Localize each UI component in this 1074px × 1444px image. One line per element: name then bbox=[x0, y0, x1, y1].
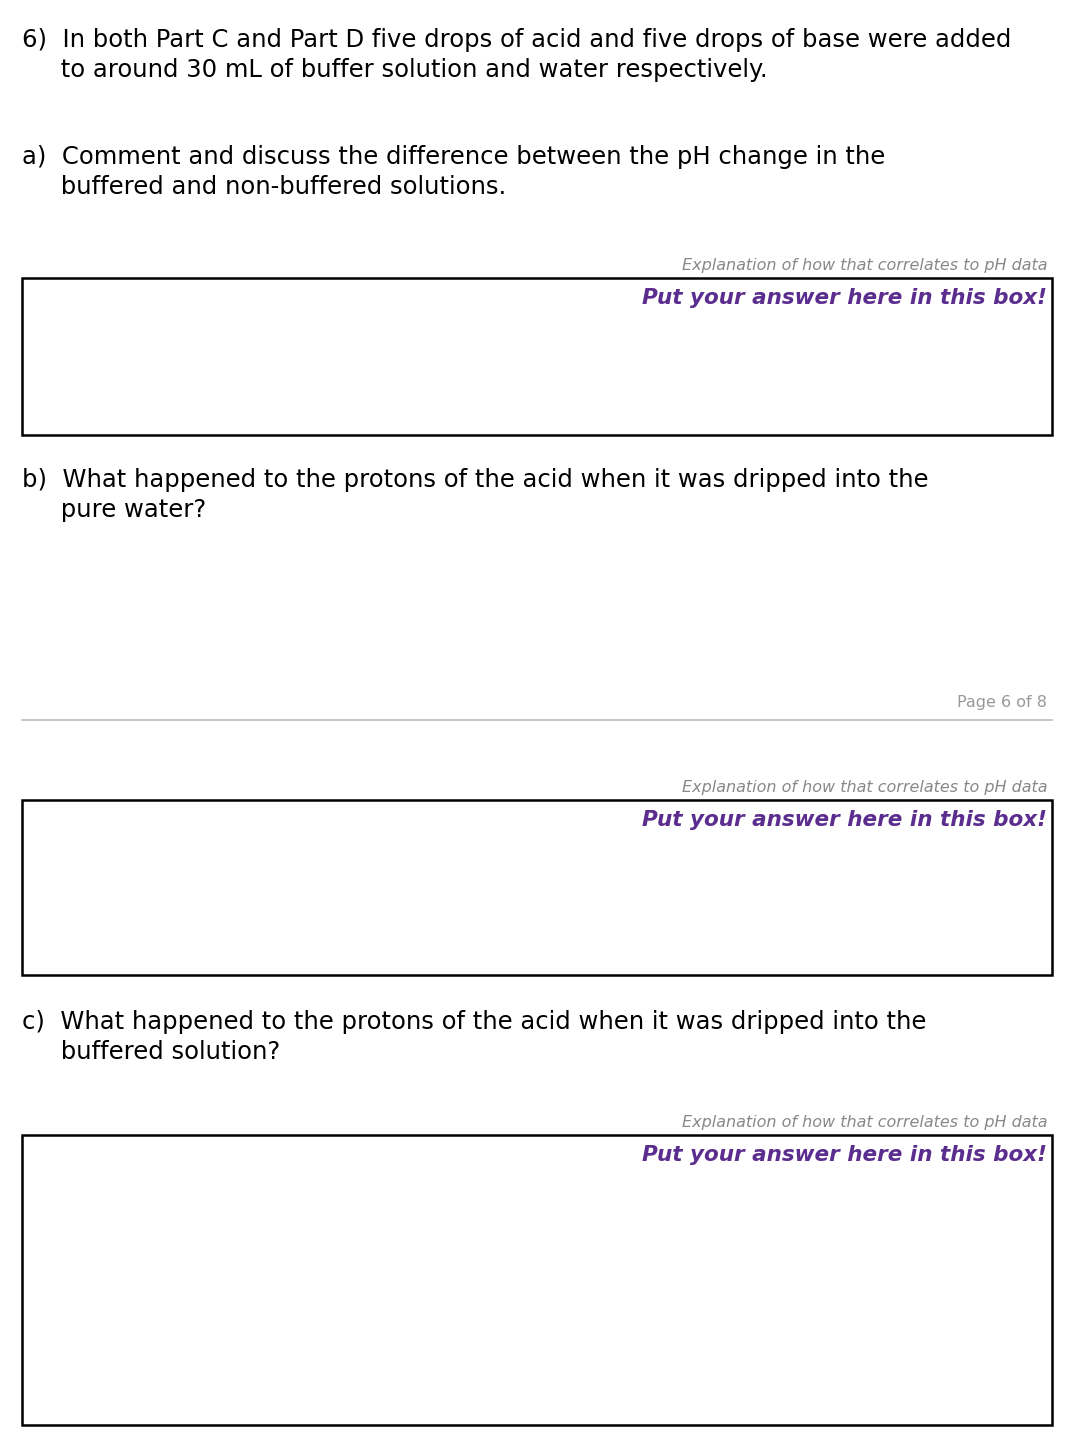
Text: a)  Comment and discuss the difference between the pH change in the: a) Comment and discuss the difference be… bbox=[21, 144, 885, 169]
Text: 6)  In both Part C and Part D five drops of acid and five drops of base were add: 6) In both Part C and Part D five drops … bbox=[21, 27, 1012, 52]
Text: Put your answer here in this box!: Put your answer here in this box! bbox=[642, 810, 1047, 830]
Text: Explanation of how that correlates to pH data: Explanation of how that correlates to pH… bbox=[682, 258, 1047, 273]
Bar bbox=[21, 279, 1053, 435]
Text: Put your answer here in this box!: Put your answer here in this box! bbox=[642, 287, 1047, 308]
Bar bbox=[21, 800, 1053, 975]
Text: Explanation of how that correlates to pH data: Explanation of how that correlates to pH… bbox=[682, 1115, 1047, 1131]
Text: b)  What happened to the protons of the acid when it was dripped into the: b) What happened to the protons of the a… bbox=[21, 468, 929, 492]
Text: buffered and non-buffered solutions.: buffered and non-buffered solutions. bbox=[21, 175, 506, 199]
Text: buffered solution?: buffered solution? bbox=[21, 1040, 280, 1064]
Text: c)  What happened to the protons of the acid when it was dripped into the: c) What happened to the protons of the a… bbox=[21, 1009, 927, 1034]
Text: Put your answer here in this box!: Put your answer here in this box! bbox=[642, 1145, 1047, 1165]
Text: to around 30 mL of buffer solution and water respectively.: to around 30 mL of buffer solution and w… bbox=[21, 58, 768, 82]
Text: pure water?: pure water? bbox=[21, 498, 206, 521]
Text: Explanation of how that correlates to pH data: Explanation of how that correlates to pH… bbox=[682, 780, 1047, 796]
Text: Page 6 of 8: Page 6 of 8 bbox=[957, 695, 1047, 710]
Bar bbox=[21, 1135, 1053, 1425]
